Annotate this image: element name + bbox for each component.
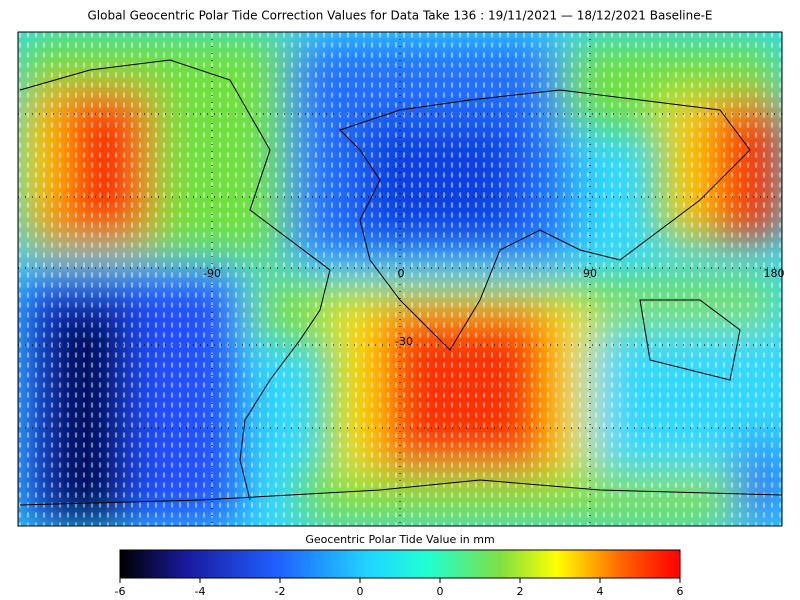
colorbar-label: Geocentric Polar Tide Value in mm (305, 533, 494, 546)
colorbar-tick-label: 0 (437, 585, 444, 598)
colorbar-tick-label: -6 (115, 585, 126, 598)
longitude-label: 180 (764, 267, 785, 280)
longitude-label: 0 (398, 267, 405, 280)
latitude-label: -30 (395, 335, 413, 348)
colorbar-tick-label: 2 (517, 585, 524, 598)
title: Global Geocentric Polar Tide Correction … (87, 9, 712, 23)
colorbar-tick-label: 6 (677, 585, 684, 598)
map-frame (17, 31, 783, 527)
colorbar-tick-label: -2 (275, 585, 286, 598)
coastlines (19, 59, 782, 506)
colorbar-tick-label: -4 (195, 585, 206, 598)
colorbar (119, 549, 681, 579)
colorbar-tick-label: 4 (597, 585, 604, 598)
colorbar-tick-label: 0 (357, 585, 364, 598)
longitude-label: 90 (583, 267, 597, 280)
longitude-label: -90 (203, 267, 221, 280)
map-field (18, 32, 782, 526)
